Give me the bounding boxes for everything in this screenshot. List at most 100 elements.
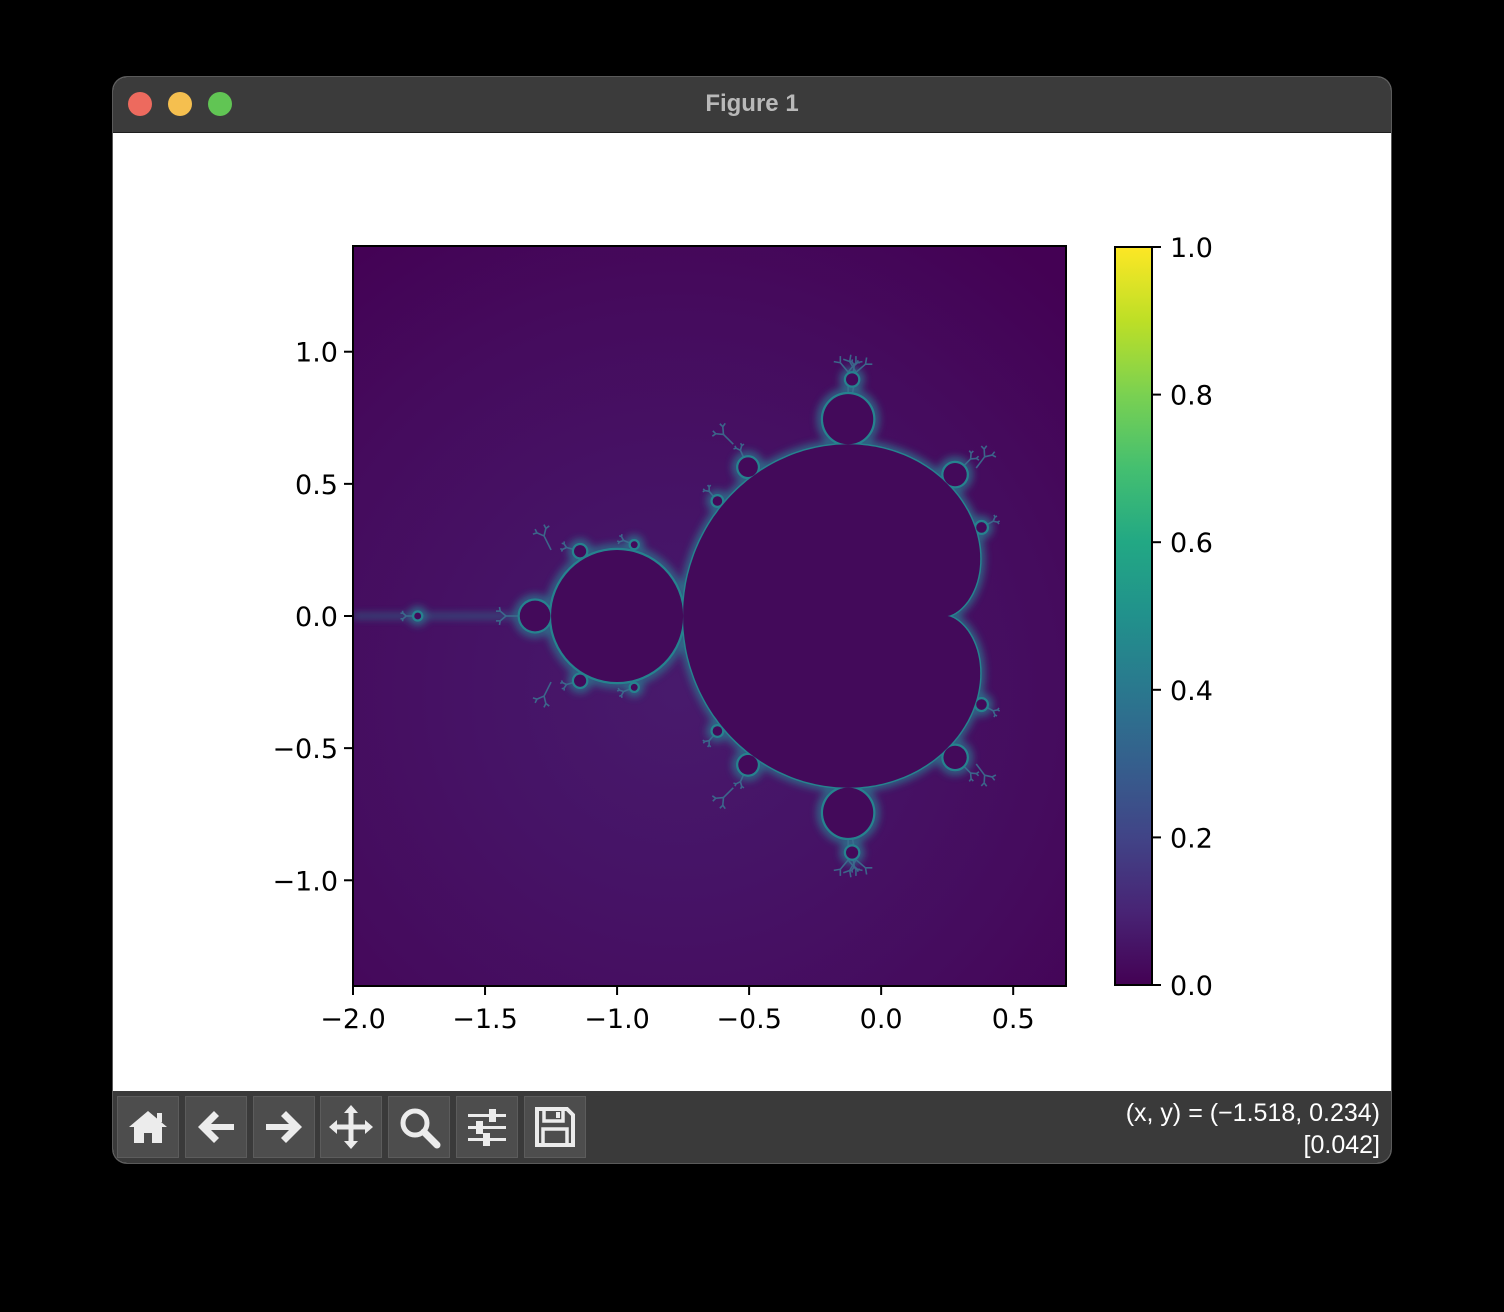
window-title: Figure 1 — [705, 90, 799, 117]
filament — [996, 521, 1000, 525]
filament — [620, 536, 625, 541]
filament — [970, 457, 977, 460]
filament — [984, 774, 993, 778]
filament — [993, 714, 996, 718]
filament — [983, 445, 988, 450]
bulb — [712, 496, 723, 506]
bulb-edge — [843, 844, 861, 861]
filament — [991, 776, 996, 781]
colorbar-tick-label: 0.2 — [1170, 823, 1213, 854]
filament — [536, 695, 545, 700]
cursor-value: [0.042] — [1303, 1131, 1380, 1159]
bulb — [846, 846, 859, 859]
x-tick-label: −2.0 — [320, 1004, 386, 1035]
pan-icon — [329, 1105, 373, 1149]
colorbar-tick-label: 0.4 — [1170, 676, 1213, 707]
colorbar-tick-label: 0.8 — [1170, 381, 1213, 412]
bulb — [738, 457, 758, 477]
save-icon — [535, 1107, 575, 1147]
filament — [839, 362, 849, 373]
filament — [994, 515, 998, 518]
filament — [722, 433, 734, 445]
filament — [706, 744, 710, 748]
bulb — [823, 394, 874, 445]
x-tick-label: −1.0 — [584, 1004, 650, 1035]
bulb-edge — [628, 681, 640, 694]
pan-button[interactable] — [320, 1096, 382, 1158]
bulb-edge — [571, 672, 589, 690]
cursor-readout: (x, y) = (−1.518, 0.234) [0.042] — [1126, 1097, 1380, 1161]
filament — [560, 680, 564, 683]
y-tick-label: 0.0 — [295, 602, 338, 633]
filament — [563, 543, 568, 548]
filament — [715, 796, 724, 800]
filament — [534, 528, 538, 534]
zoom-rect-button[interactable] — [388, 1096, 450, 1158]
bulb — [519, 600, 551, 632]
filament — [532, 697, 538, 700]
figure-canvas[interactable]: −2.0 −1.5 −1.0 −0.5 0.0 0.5 −1.0 −0.5 0.0 0.5 1.0… — [113, 133, 1391, 1091]
bulb — [976, 522, 987, 533]
filament — [719, 804, 724, 809]
bulb — [630, 541, 638, 549]
bulb — [712, 726, 723, 736]
heatmap-image[interactable] — [353, 246, 1066, 986]
home-button[interactable] — [117, 1096, 179, 1158]
filament — [711, 795, 717, 799]
configure-subplots-button[interactable] — [456, 1096, 518, 1158]
filament — [855, 859, 867, 869]
x-tick-label: −0.5 — [716, 1004, 782, 1035]
filament — [864, 867, 868, 875]
filament — [741, 443, 745, 447]
colorbar-gradient — [1115, 247, 1152, 985]
filament — [855, 360, 863, 364]
save-button[interactable] — [524, 1096, 586, 1158]
home-icon — [129, 1111, 167, 1143]
bulb — [943, 745, 967, 770]
x-axis: −2.0 −1.5 −1.0 −0.5 0.0 0.5 — [320, 986, 1035, 1035]
y-tick-label: 0.5 — [295, 470, 338, 501]
zoom-button[interactable] — [208, 92, 232, 116]
filament — [702, 739, 706, 743]
forward-button[interactable] — [253, 1096, 315, 1158]
bulb-edge — [973, 697, 990, 713]
filament — [559, 547, 563, 551]
bulb-edge — [571, 542, 589, 560]
filament — [543, 535, 552, 551]
filament — [970, 450, 974, 454]
filament — [734, 445, 737, 449]
y-tick-label: −0.5 — [272, 734, 338, 765]
bulb-edge — [710, 723, 725, 738]
filament — [712, 430, 717, 435]
filament — [984, 454, 993, 458]
filament — [543, 703, 547, 708]
filament — [704, 739, 710, 743]
bulb-edge — [736, 752, 761, 777]
colorbar-ticks: 0.0 0.2 0.4 0.6 0.8 1.0 — [1152, 233, 1213, 1002]
filament — [498, 606, 501, 612]
mandelbrot-set — [353, 354, 1001, 878]
close-button[interactable] — [128, 92, 152, 116]
filament — [499, 610, 507, 617]
filament — [545, 525, 550, 530]
filament — [991, 454, 997, 458]
filament — [833, 868, 841, 872]
filament — [543, 695, 547, 704]
filament — [997, 709, 1001, 712]
filament — [708, 484, 712, 488]
filament — [616, 540, 620, 543]
filament — [849, 869, 853, 872]
x-tick-label: −1.5 — [452, 1004, 518, 1035]
filament — [739, 786, 743, 790]
forward-icon — [266, 1111, 302, 1143]
filament — [735, 780, 741, 785]
colorbar-frame — [1114, 246, 1153, 986]
title-bar: Figure 1 — [113, 77, 1391, 133]
bulb — [574, 545, 587, 558]
minimize-button[interactable] — [168, 92, 192, 116]
back-button[interactable] — [185, 1096, 247, 1158]
filament — [848, 870, 852, 878]
colorbar-tick-label: 1.0 — [1170, 233, 1213, 264]
zoom-icon — [400, 1108, 441, 1149]
filament — [618, 694, 622, 698]
